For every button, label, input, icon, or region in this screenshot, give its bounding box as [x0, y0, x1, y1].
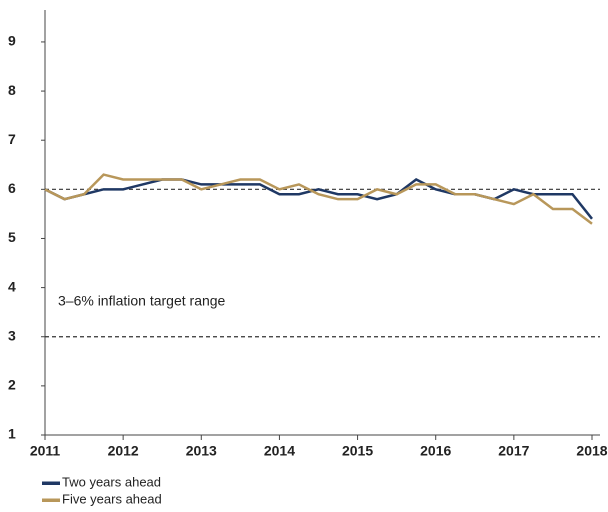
legend-label: Five years ahead	[62, 491, 162, 506]
x-tick-label: 2018	[576, 443, 607, 459]
series-line	[44, 178, 593, 220]
x-tick-label: 2013	[186, 443, 217, 459]
y-tick-label: 1	[8, 426, 16, 442]
legend-swatch	[42, 498, 60, 502]
y-tick-label: 4	[8, 278, 16, 294]
y-tick-label: 7	[8, 131, 16, 147]
x-tick-label: 2016	[420, 443, 451, 459]
x-tick-label: 2015	[342, 443, 373, 459]
x-tick-label: 2011	[30, 443, 61, 459]
y-tick-label: 6	[8, 180, 16, 196]
y-tick-label: 8	[8, 82, 16, 98]
y-tick-label: 3	[8, 327, 16, 343]
x-tick-label: 2012	[108, 443, 139, 459]
y-tick-label: 5	[8, 229, 16, 245]
series-line	[44, 173, 593, 225]
annotation: 3–6% inflation target range	[58, 293, 226, 309]
x-tick-label: 2017	[498, 443, 529, 459]
legend-swatch	[42, 481, 60, 485]
y-tick-label: 9	[8, 33, 16, 49]
x-tick-label: 2014	[264, 443, 295, 459]
y-tick-label: 2	[8, 377, 16, 393]
legend-label: Two years ahead	[62, 474, 161, 489]
